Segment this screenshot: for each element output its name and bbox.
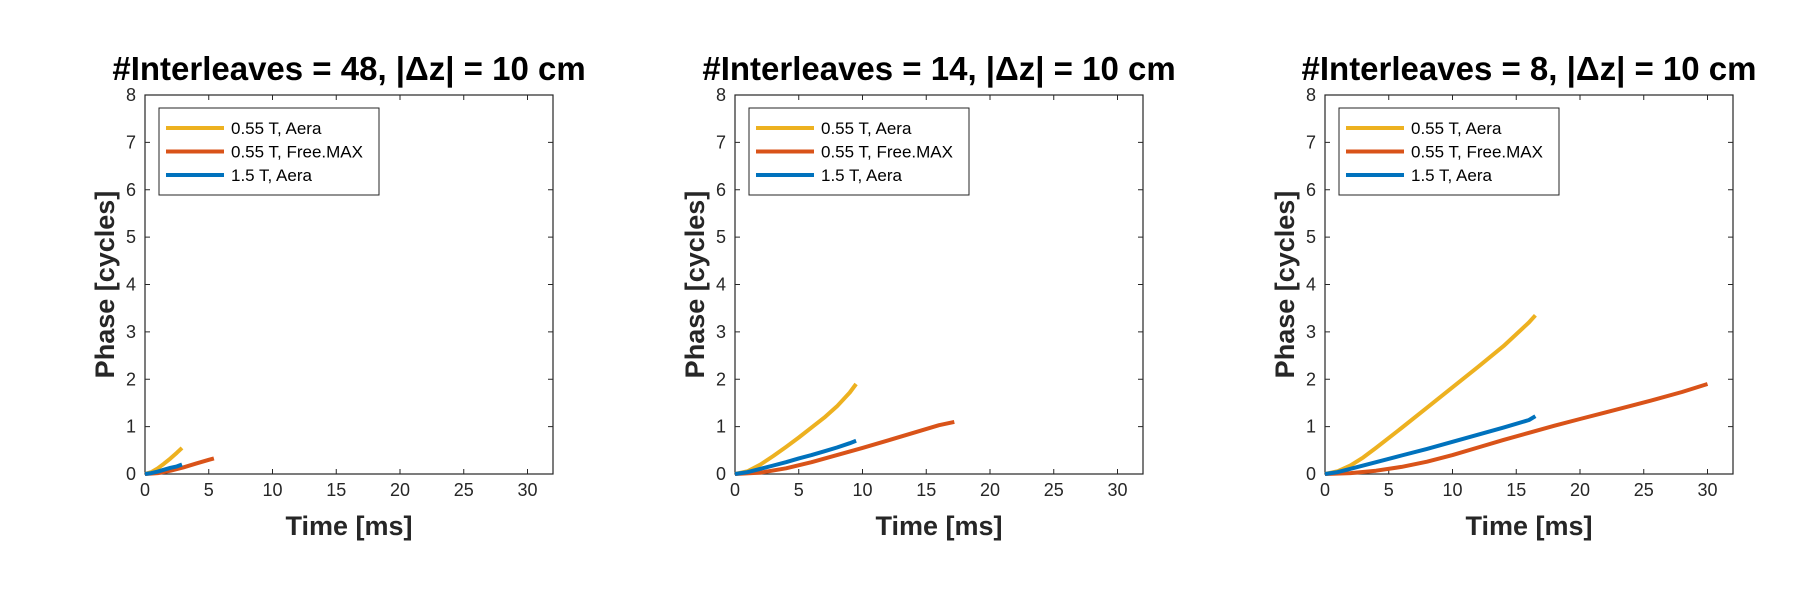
x-tick-label: 15 — [916, 480, 936, 500]
y-tick-label: 4 — [126, 275, 136, 295]
chart-title: #Interleaves = 8, |Δz| = 10 cm — [1302, 50, 1757, 87]
y-tick-label: 0 — [716, 464, 726, 484]
y-tick-label: 3 — [126, 322, 136, 342]
x-tick-label: 10 — [1442, 480, 1462, 500]
x-tick-label: 15 — [326, 480, 346, 500]
series-line-3 — [1324, 414, 1537, 476]
x-tick-label: 5 — [204, 480, 214, 500]
y-tick-label: 5 — [716, 227, 726, 247]
y-tick-label: 1 — [1306, 417, 1316, 437]
chart-title: #Interleaves = 48, |Δz| = 10 cm — [112, 50, 585, 87]
series-line-2 — [1324, 382, 1709, 476]
legend-entry-label: 0.55 T, Aera — [821, 119, 912, 138]
series-line-3 — [734, 438, 857, 476]
legend-entry-label: 0.55 T, Aera — [1411, 119, 1502, 138]
y-tick-label: 7 — [716, 132, 726, 152]
y-tick-label: 2 — [1306, 369, 1316, 389]
y-tick-label: 4 — [1306, 275, 1316, 295]
x-tick-label: 30 — [517, 480, 537, 500]
legend-entry-label: 1.5 T, Aera — [1411, 166, 1493, 185]
legend-entry-label: 0.55 T, Aera — [231, 119, 322, 138]
y-tick-label: 8 — [1306, 85, 1316, 105]
y-axis-label: Phase [cycles] — [90, 191, 120, 379]
legend: 0.55 T, Aera 0.55 T, Free.MAX 1.5 T, Aera — [1338, 107, 1560, 196]
legend-entry-label: 0.55 T, Free.MAX — [1411, 143, 1543, 162]
y-tick-label: 8 — [126, 85, 136, 105]
y-tick-label: 6 — [126, 180, 136, 200]
x-tick-label: 25 — [1044, 480, 1064, 500]
y-tick-label: 4 — [716, 275, 726, 295]
y-tick-label: 3 — [716, 322, 726, 342]
x-tick-label: 5 — [1384, 480, 1394, 500]
y-tick-label: 0 — [1306, 464, 1316, 484]
y-tick-label: 7 — [1306, 132, 1316, 152]
chart-panel-2: #Interleaves = 14, |Δz| = 10 cm0 5 10 15 20 2… — [680, 50, 1176, 541]
x-tick-label: 10 — [262, 480, 282, 500]
chart-panel-1: #Interleaves = 48, |Δz| = 10 cm0 5 10 15 20 2… — [90, 50, 586, 541]
y-tick-label: 5 — [1306, 227, 1316, 247]
y-axis-label: Phase [cycles] — [680, 191, 710, 379]
x-tick-label: 20 — [1570, 480, 1590, 500]
series-line-1 — [734, 382, 858, 476]
chart-title: #Interleaves = 14, |Δz| = 10 cm — [702, 50, 1175, 87]
legend-entry-label: 1.5 T, Aera — [231, 166, 313, 185]
y-tick-label: 1 — [126, 417, 136, 437]
series-line-3 — [144, 462, 183, 476]
legend-entry-label: 0.55 T, Free.MAX — [231, 143, 363, 162]
legend: 0.55 T, Aera 0.55 T, Free.MAX 1.5 T, Aera — [158, 107, 380, 196]
series-line-2 — [734, 419, 955, 476]
x-tick-label: 0 — [140, 480, 150, 500]
y-tick-label: 2 — [126, 369, 136, 389]
series-line-1 — [1324, 313, 1537, 476]
y-tick-label: 6 — [716, 180, 726, 200]
x-tick-label: 0 — [1320, 480, 1330, 500]
chart-panel-3: #Interleaves = 8, |Δz| = 10 cm0 5 10 15 20 25… — [1270, 50, 1756, 541]
y-tick-label: 7 — [126, 132, 136, 152]
x-tick-label: 20 — [390, 480, 410, 500]
x-tick-label: 25 — [454, 480, 474, 500]
x-tick-label: 10 — [852, 480, 872, 500]
legend-entry-label: 1.5 T, Aera — [821, 166, 903, 185]
x-axis-label: Time [ms] — [875, 511, 1002, 541]
x-tick-label: 0 — [730, 480, 740, 500]
x-tick-label: 5 — [794, 480, 804, 500]
x-axis-label: Time [ms] — [1465, 511, 1592, 541]
x-tick-label: 20 — [980, 480, 1000, 500]
y-axis-label: Phase [cycles] — [1270, 191, 1300, 379]
y-tick-label: 6 — [1306, 180, 1316, 200]
x-tick-label: 30 — [1697, 480, 1717, 500]
y-tick-label: 2 — [716, 369, 726, 389]
y-tick-label: 0 — [126, 464, 136, 484]
y-tick-label: 1 — [716, 417, 726, 437]
x-tick-label: 25 — [1634, 480, 1654, 500]
x-axis-label: Time [ms] — [285, 511, 412, 541]
x-tick-label: 15 — [1506, 480, 1526, 500]
y-tick-label: 3 — [1306, 322, 1316, 342]
legend: 0.55 T, Aera 0.55 T, Free.MAX 1.5 T, Aera — [748, 107, 970, 196]
x-tick-label: 30 — [1107, 480, 1127, 500]
legend-entry-label: 0.55 T, Free.MAX — [821, 143, 953, 162]
y-tick-label: 8 — [716, 85, 726, 105]
y-tick-label: 5 — [126, 227, 136, 247]
